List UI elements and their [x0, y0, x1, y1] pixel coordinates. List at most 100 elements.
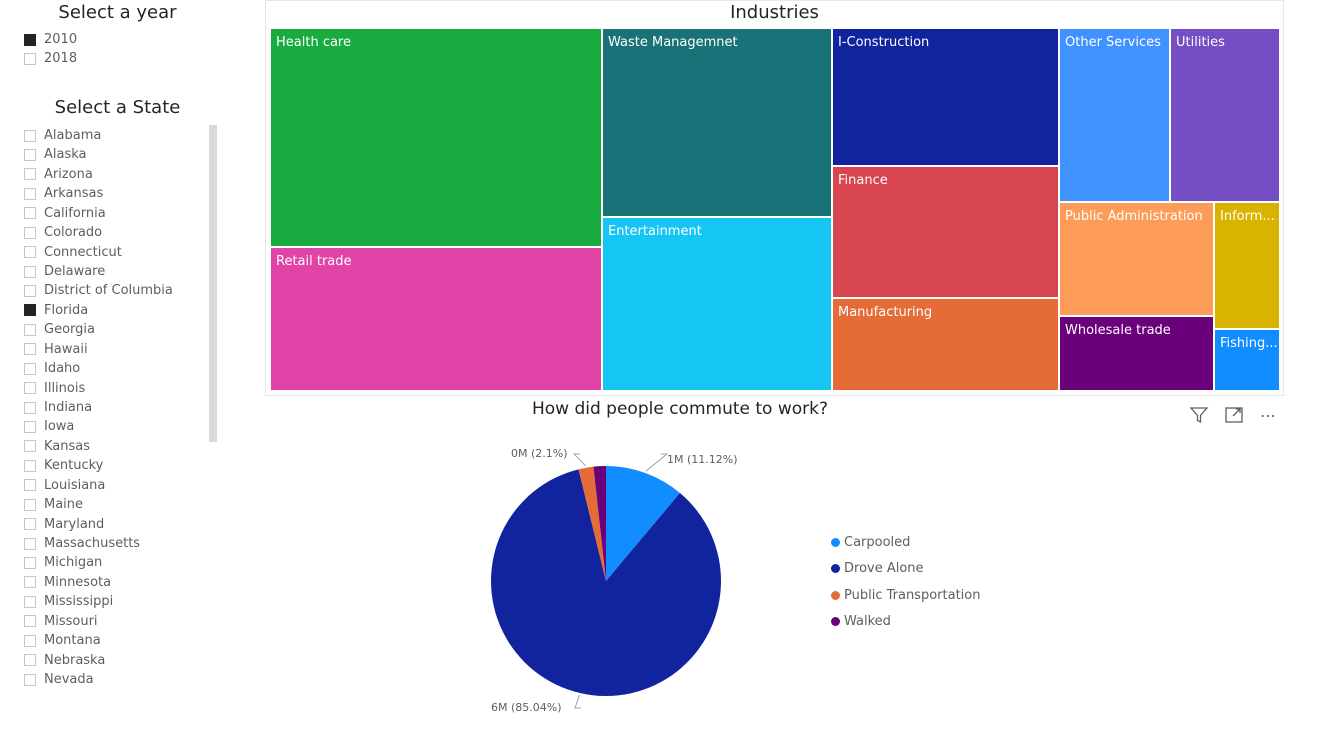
- state-option[interactable]: Massachusetts: [24, 534, 140, 553]
- pie-data-label: 6M (85.04%): [491, 701, 562, 714]
- state-option[interactable]: Colorado: [24, 223, 102, 242]
- state-checkbox[interactable]: [24, 673, 36, 686]
- treemap-tile[interactable]: Inform...: [1214, 202, 1280, 329]
- treemap-tile[interactable]: Manufacturing: [832, 298, 1059, 391]
- state-option[interactable]: Missouri: [24, 612, 98, 631]
- state-checkbox[interactable]: [24, 323, 36, 336]
- treemap-tile[interactable]: I-Construction: [832, 28, 1059, 166]
- treemap-tile[interactable]: Entertainment: [602, 217, 832, 391]
- state-option[interactable]: District of Columbia: [24, 281, 173, 300]
- state-option[interactable]: Kentucky: [24, 456, 103, 475]
- state-checkbox[interactable]: [24, 440, 36, 453]
- treemap-tile[interactable]: Finance: [832, 166, 1059, 298]
- state-option[interactable]: Arizona: [24, 165, 93, 184]
- state-option[interactable]: Florida: [24, 301, 88, 320]
- treemap-tile[interactable]: Wholesale trade: [1059, 316, 1214, 391]
- treemap-tile[interactable]: Retail trade: [270, 247, 602, 391]
- state-checkbox[interactable]: [24, 401, 36, 414]
- legend-item[interactable]: Walked: [831, 614, 891, 629]
- state-option[interactable]: Montana: [24, 631, 101, 650]
- state-checkbox[interactable]: [24, 187, 36, 200]
- treemap-tile[interactable]: Public Administration: [1059, 202, 1214, 316]
- filter-icon[interactable]: [1188, 404, 1210, 426]
- treemap-tile[interactable]: Fishing...: [1214, 329, 1280, 391]
- state-option[interactable]: Hawaii: [24, 340, 88, 359]
- treemap-tile[interactable]: Utilities: [1170, 28, 1280, 202]
- state-checkbox[interactable]: [24, 615, 36, 628]
- state-slicer-scrollbar[interactable]: [209, 125, 217, 442]
- state-option[interactable]: Georgia: [24, 320, 95, 339]
- state-checkbox[interactable]: [24, 362, 36, 375]
- pie-chart-title: How did people commute to work?: [531, 399, 829, 419]
- state-option-label: Indiana: [44, 400, 93, 416]
- state-option-label: Montana: [44, 633, 101, 649]
- state-checkbox[interactable]: [24, 537, 36, 550]
- state-option[interactable]: Idaho: [24, 359, 80, 378]
- year-checkbox[interactable]: [24, 33, 36, 46]
- treemap-tile-label: I-Construction: [838, 35, 930, 50]
- state-option[interactable]: Indiana: [24, 398, 92, 417]
- state-option[interactable]: Nebraska: [24, 651, 105, 670]
- state-checkbox[interactable]: [24, 576, 36, 589]
- state-option[interactable]: Maine: [24, 495, 83, 514]
- state-option[interactable]: Louisiana: [24, 476, 105, 495]
- pie-slice[interactable]: [593, 466, 606, 581]
- state-checkbox[interactable]: [24, 343, 36, 356]
- state-option[interactable]: Iowa: [24, 417, 74, 436]
- state-option[interactable]: Delaware: [24, 262, 105, 281]
- legend-marker: [831, 616, 840, 626]
- legend-item[interactable]: Drove Alone: [831, 561, 924, 576]
- state-option[interactable]: Mississippi: [24, 592, 113, 611]
- state-checkbox[interactable]: [24, 207, 36, 220]
- state-option[interactable]: Alaska: [24, 145, 87, 164]
- year-checkbox[interactable]: [24, 52, 36, 65]
- state-option[interactable]: Illinois: [24, 379, 85, 398]
- state-checkbox[interactable]: [24, 148, 36, 161]
- state-checkbox[interactable]: [24, 382, 36, 395]
- state-option[interactable]: Michigan: [24, 553, 102, 572]
- pie-leader-line: [572, 453, 586, 467]
- state-option[interactable]: Alabama: [24, 126, 101, 145]
- year-option[interactable]: 2010: [24, 30, 77, 49]
- pie-slice[interactable]: [606, 466, 680, 581]
- more-options-icon[interactable]: ⋯: [1260, 405, 1276, 425]
- state-checkbox[interactable]: [24, 226, 36, 239]
- state-option[interactable]: Connecticut: [24, 243, 122, 262]
- state-checkbox[interactable]: [24, 420, 36, 433]
- treemap-tile[interactable]: Waste Managemnet: [602, 28, 832, 217]
- focus-mode-icon[interactable]: [1223, 404, 1245, 426]
- state-checkbox[interactable]: [24, 634, 36, 647]
- state-checkbox[interactable]: [24, 459, 36, 472]
- year-option[interactable]: 2018: [24, 49, 77, 68]
- state-checkbox[interactable]: [24, 498, 36, 511]
- treemap-tile[interactable]: Other Services: [1059, 28, 1170, 202]
- legend-item[interactable]: Carpooled: [831, 535, 910, 550]
- state-option[interactable]: Arkansas: [24, 184, 103, 203]
- state-option[interactable]: Maryland: [24, 515, 104, 534]
- state-option[interactable]: Minnesota: [24, 573, 111, 592]
- state-checkbox[interactable]: [24, 284, 36, 297]
- state-checkbox[interactable]: [24, 595, 36, 608]
- treemap-tile-label: Wholesale trade: [1065, 323, 1171, 338]
- treemap-tile-label: Inform...: [1220, 209, 1275, 224]
- treemap-tile[interactable]: Health care: [270, 28, 602, 247]
- state-option[interactable]: California: [24, 204, 106, 223]
- state-checkbox[interactable]: [24, 556, 36, 569]
- legend-item[interactable]: Public Transportation: [831, 588, 980, 603]
- state-checkbox[interactable]: [24, 479, 36, 492]
- state-option[interactable]: Nevada: [24, 670, 94, 689]
- state-option[interactable]: Kansas: [24, 437, 90, 456]
- state-checkbox[interactable]: [24, 168, 36, 181]
- state-checkbox[interactable]: [24, 246, 36, 259]
- state-checkbox[interactable]: [24, 304, 36, 317]
- state-checkbox[interactable]: [24, 129, 36, 142]
- state-checkbox[interactable]: [24, 518, 36, 531]
- pie-slice[interactable]: [491, 469, 721, 696]
- treemap-tile-label: Manufacturing: [838, 305, 933, 320]
- state-option-label: Nevada: [44, 672, 94, 688]
- state-option-label: Maryland: [44, 516, 105, 532]
- state-checkbox[interactable]: [24, 265, 36, 278]
- pie-slice[interactable]: [578, 466, 606, 581]
- pie-leader-line: [645, 453, 669, 472]
- state-checkbox[interactable]: [24, 654, 36, 667]
